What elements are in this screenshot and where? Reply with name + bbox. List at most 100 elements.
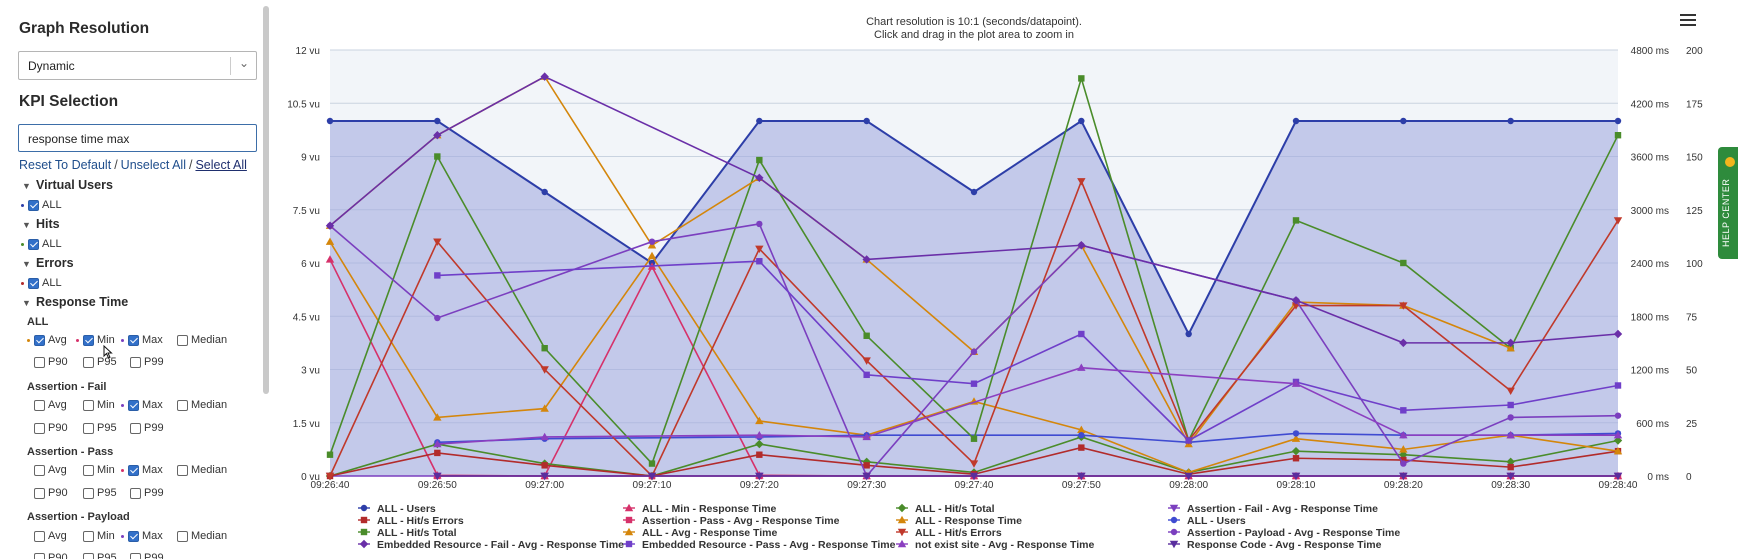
- cb-pass-max[interactable]: Max: [121, 464, 163, 476]
- cb-all-median[interactable]: Median: [177, 334, 227, 346]
- response-time-chart[interactable]: Chart resolution is 10:1 (seconds/datapo…: [272, 0, 1717, 559]
- chevron-down-icon[interactable]: ⌄: [239, 56, 250, 70]
- data-point: [755, 245, 764, 253]
- checkbox[interactable]: [83, 334, 94, 346]
- cb-label: Min: [97, 464, 115, 476]
- checkbox[interactable]: [83, 422, 94, 434]
- chart-menu-icon[interactable]: [1680, 14, 1696, 28]
- cb-pass-p95[interactable]: P95: [83, 487, 117, 499]
- checkbox[interactable]: [28, 277, 39, 289]
- checkbox[interactable]: [34, 356, 45, 368]
- group-errors[interactable]: ▼ Errors: [22, 256, 74, 270]
- x-tick-label: 09:27:40: [955, 480, 994, 491]
- legend-marker: [360, 528, 368, 536]
- cb-payload-max[interactable]: Max: [121, 530, 163, 542]
- cb-payload-avg[interactable]: Avg: [34, 530, 67, 542]
- checkbox[interactable]: [83, 487, 94, 499]
- data-point: [1078, 75, 1085, 82]
- cb-all-p90[interactable]: P90: [34, 356, 68, 368]
- cb-pass-p90[interactable]: P90: [34, 487, 68, 499]
- cb-all-max[interactable]: Max: [121, 334, 163, 346]
- checkbox[interactable]: [177, 530, 188, 542]
- x-tick-label: 09:28:40: [1599, 480, 1638, 491]
- cb-pass-avg[interactable]: Avg: [34, 464, 67, 476]
- cb-label: Max: [142, 530, 163, 542]
- cb-virtual-users-all[interactable]: ALL: [21, 199, 62, 211]
- data-point: [1291, 296, 1301, 305]
- checkbox[interactable]: [130, 422, 141, 434]
- checkbox[interactable]: [83, 356, 94, 368]
- legend-marker: [360, 504, 368, 512]
- data-point: [1078, 330, 1085, 338]
- cb-errors-all[interactable]: ALL: [21, 277, 62, 289]
- reset-to-default-link[interactable]: Reset To Default: [19, 158, 112, 172]
- checkbox[interactable]: [177, 464, 188, 476]
- chevron-down-icon[interactable]: ▼: [22, 181, 31, 191]
- cb-fail-p99[interactable]: P99: [130, 422, 164, 434]
- data-point: [863, 462, 870, 469]
- cb-all-avg[interactable]: Avg: [27, 334, 67, 346]
- cb-payload-p90[interactable]: P90: [34, 552, 68, 559]
- cb-all-min[interactable]: Min: [76, 334, 115, 346]
- chart-canvas[interactable]: Chart resolution is 10:1 (seconds/datapo…: [272, 0, 1717, 559]
- checkbox[interactable]: [83, 399, 94, 411]
- checkbox[interactable]: [128, 334, 139, 346]
- cb-fail-median[interactable]: Median: [177, 399, 227, 411]
- checkbox[interactable]: [34, 552, 45, 559]
- checkbox[interactable]: [130, 356, 141, 368]
- checkbox[interactable]: [177, 334, 188, 346]
- subgroup-all: ALL: [27, 316, 49, 328]
- group-hits[interactable]: ▼ Hits: [22, 217, 60, 231]
- cb-fail-min[interactable]: Min: [83, 399, 115, 411]
- checkbox[interactable]: [130, 552, 141, 559]
- y-tick-label-ms: 4800 ms: [1631, 46, 1669, 57]
- checkbox[interactable]: [34, 530, 45, 542]
- group-response-time[interactable]: ▼ Response Time: [22, 295, 128, 309]
- checkbox[interactable]: [83, 530, 94, 542]
- legend-label: ALL - Hit/s Errors: [915, 527, 1002, 539]
- cb-all-p95[interactable]: P95: [83, 356, 117, 368]
- checkbox[interactable]: [83, 552, 94, 559]
- checkbox[interactable]: [28, 238, 39, 250]
- chevron-down-icon[interactable]: ▼: [22, 298, 31, 308]
- cb-fail-p90[interactable]: P90: [34, 422, 68, 434]
- checkbox[interactable]: [34, 399, 45, 411]
- y-tick-label-right: 0: [1686, 472, 1692, 483]
- data-point: [1506, 472, 1515, 481]
- data-point: [1184, 472, 1193, 481]
- y-tick-label-ms: 3600 ms: [1631, 153, 1669, 164]
- cb-payload-p95[interactable]: P95: [83, 552, 117, 559]
- checkbox[interactable]: [34, 487, 45, 499]
- cb-pass-p99[interactable]: P99: [130, 487, 164, 499]
- kpi-search-input[interactable]: response time max: [18, 124, 257, 152]
- chevron-down-icon[interactable]: ▼: [22, 220, 31, 230]
- series-color-dot: [27, 338, 30, 342]
- sidebar-scrollbar[interactable]: [263, 6, 269, 394]
- cb-fail-p95[interactable]: P95: [83, 422, 117, 434]
- checkbox[interactable]: [34, 464, 45, 476]
- cb-payload-p99[interactable]: P99: [130, 552, 164, 559]
- cb-payload-median[interactable]: Median: [177, 530, 227, 542]
- checkbox[interactable]: [177, 399, 188, 411]
- help-center-tab[interactable]: HELP CENTER: [1718, 147, 1738, 259]
- cb-fail-max[interactable]: Max: [121, 399, 163, 411]
- checkbox[interactable]: [34, 334, 45, 346]
- checkbox[interactable]: [130, 487, 141, 499]
- cb-pass-min[interactable]: Min: [83, 464, 115, 476]
- chevron-down-icon[interactable]: ▼: [22, 259, 31, 269]
- cb-all-p99[interactable]: P99: [130, 356, 164, 368]
- checkbox[interactable]: [83, 464, 94, 476]
- checkbox[interactable]: [128, 530, 139, 542]
- checkbox[interactable]: [28, 199, 39, 211]
- resolution-select[interactable]: Dynamic ⌄: [18, 51, 257, 80]
- cb-payload-min[interactable]: Min: [83, 530, 115, 542]
- checkbox[interactable]: [128, 464, 139, 476]
- select-all-link[interactable]: Select All: [195, 158, 247, 172]
- cb-pass-median[interactable]: Median: [177, 464, 227, 476]
- checkbox[interactable]: [128, 399, 139, 411]
- unselect-all-link[interactable]: Unselect All: [120, 158, 186, 172]
- checkbox[interactable]: [34, 422, 45, 434]
- group-virtual-users[interactable]: ▼ Virtual Users: [22, 178, 113, 192]
- cb-fail-avg[interactable]: Avg: [34, 399, 67, 411]
- cb-hits-all[interactable]: ALL: [21, 238, 62, 250]
